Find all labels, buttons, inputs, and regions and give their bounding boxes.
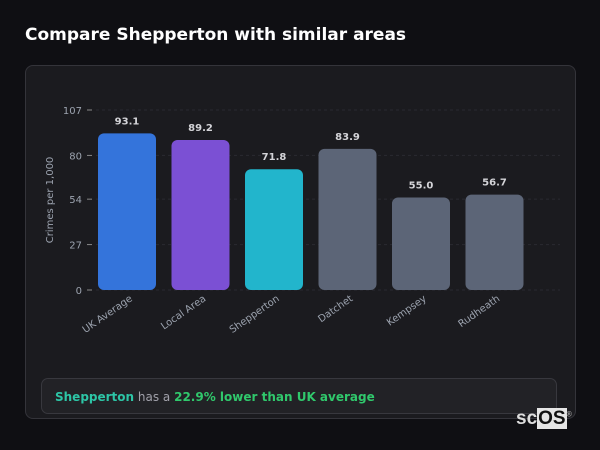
scos-logo: scOS® bbox=[516, 408, 572, 429]
bar-value-label: 55.0 bbox=[409, 180, 434, 191]
bar bbox=[245, 169, 303, 290]
y-tick-label: 0 bbox=[76, 286, 82, 297]
bar bbox=[392, 197, 450, 290]
y-tick-label: 54 bbox=[69, 195, 82, 206]
y-tick-label: 80 bbox=[69, 151, 82, 162]
bar-value-label: 56.7 bbox=[482, 178, 507, 189]
bar-value-label: 71.8 bbox=[262, 152, 287, 163]
page-title: Compare Shepperton with similar areas bbox=[25, 25, 407, 45]
x-tick-label: Local Area bbox=[159, 293, 208, 332]
y-tick-label: 107 bbox=[63, 106, 82, 117]
summary-area: Shepperton bbox=[55, 390, 135, 404]
x-tick-label: Kempsey bbox=[385, 293, 429, 328]
bar bbox=[465, 194, 524, 290]
bar bbox=[171, 139, 230, 290]
comparison-summary: Shepperton has a 22.9% lower than UK ave… bbox=[41, 378, 557, 414]
bar-value-label: 83.9 bbox=[335, 132, 360, 143]
x-tick-label: Shepperton bbox=[228, 293, 282, 335]
bar bbox=[318, 148, 377, 290]
y-axis-label: Crimes per 1,000 bbox=[45, 157, 56, 244]
summary-text: has a bbox=[134, 390, 175, 404]
y-tick-label: 27 bbox=[69, 241, 82, 252]
bar-value-label: 89.2 bbox=[188, 123, 213, 134]
bar bbox=[98, 133, 156, 290]
x-tick-label: Datchet bbox=[316, 293, 355, 325]
bar-value-label: 93.1 bbox=[115, 116, 140, 127]
summary-comparison: 22.9% lower than UK average bbox=[174, 390, 375, 404]
x-tick-label: UK Average bbox=[81, 293, 135, 335]
x-tick-label: Rudheath bbox=[457, 293, 503, 330]
